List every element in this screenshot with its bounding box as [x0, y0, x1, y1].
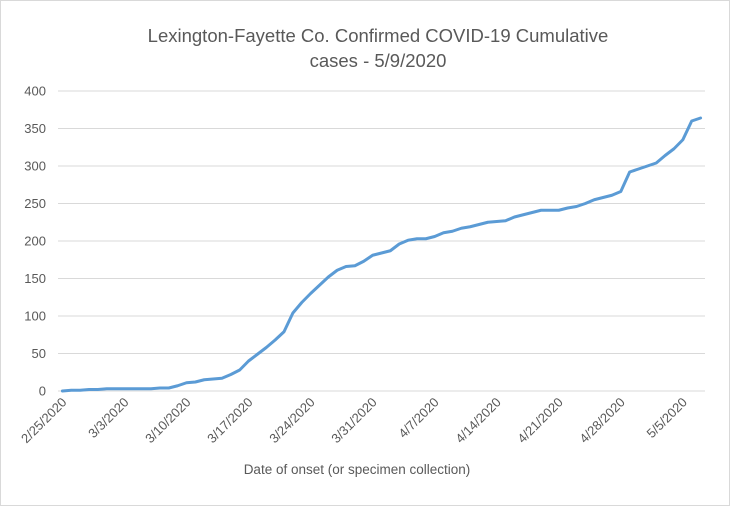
y-tick-label: 400 [24, 84, 46, 99]
x-tick-label: 4/14/2020 [452, 395, 504, 447]
x-axis-ticks: 2/25/2020 3/3/2020 3/10/2020 3/17/2020 3/24/… [18, 395, 690, 447]
y-tick-label: 300 [24, 159, 46, 174]
x-tick-label: 4/7/2020 [395, 395, 441, 441]
x-tick-label: 3/3/2020 [85, 395, 131, 441]
y-tick-label: 200 [24, 234, 46, 249]
x-axis-title: Date of onset (or specimen collection) [244, 462, 471, 477]
y-tick-label: 150 [24, 271, 46, 286]
series-line-0 [60, 116, 703, 393]
x-tick-label: 4/21/2020 [514, 395, 566, 447]
x-tick-label: 3/17/2020 [204, 395, 256, 447]
y-tick-label: 350 [24, 121, 46, 136]
x-tick-label: 3/10/2020 [142, 395, 194, 447]
y-tick-label: 250 [24, 196, 46, 211]
x-tick-label: 3/24/2020 [266, 395, 318, 447]
x-tick-label: 4/28/2020 [576, 395, 628, 447]
x-tick-label: 3/31/2020 [328, 395, 380, 447]
y-tick-label: 0 [39, 384, 46, 399]
chart-title-line-1: Lexington-Fayette Co. Confirmed COVID-19… [148, 25, 609, 46]
series-group [60, 116, 703, 393]
y-tick-label: 100 [24, 309, 46, 324]
gridlines [58, 90, 705, 392]
y-axis-ticks: 0 50 100 150 200 250 300 350 400 [24, 84, 46, 399]
chart-title-line-2: cases - 5/9/2020 [310, 50, 447, 71]
y-tick-label: 50 [32, 346, 46, 361]
x-tick-label: 5/5/2020 [644, 395, 690, 441]
x-tick-label: 2/25/2020 [18, 395, 70, 447]
